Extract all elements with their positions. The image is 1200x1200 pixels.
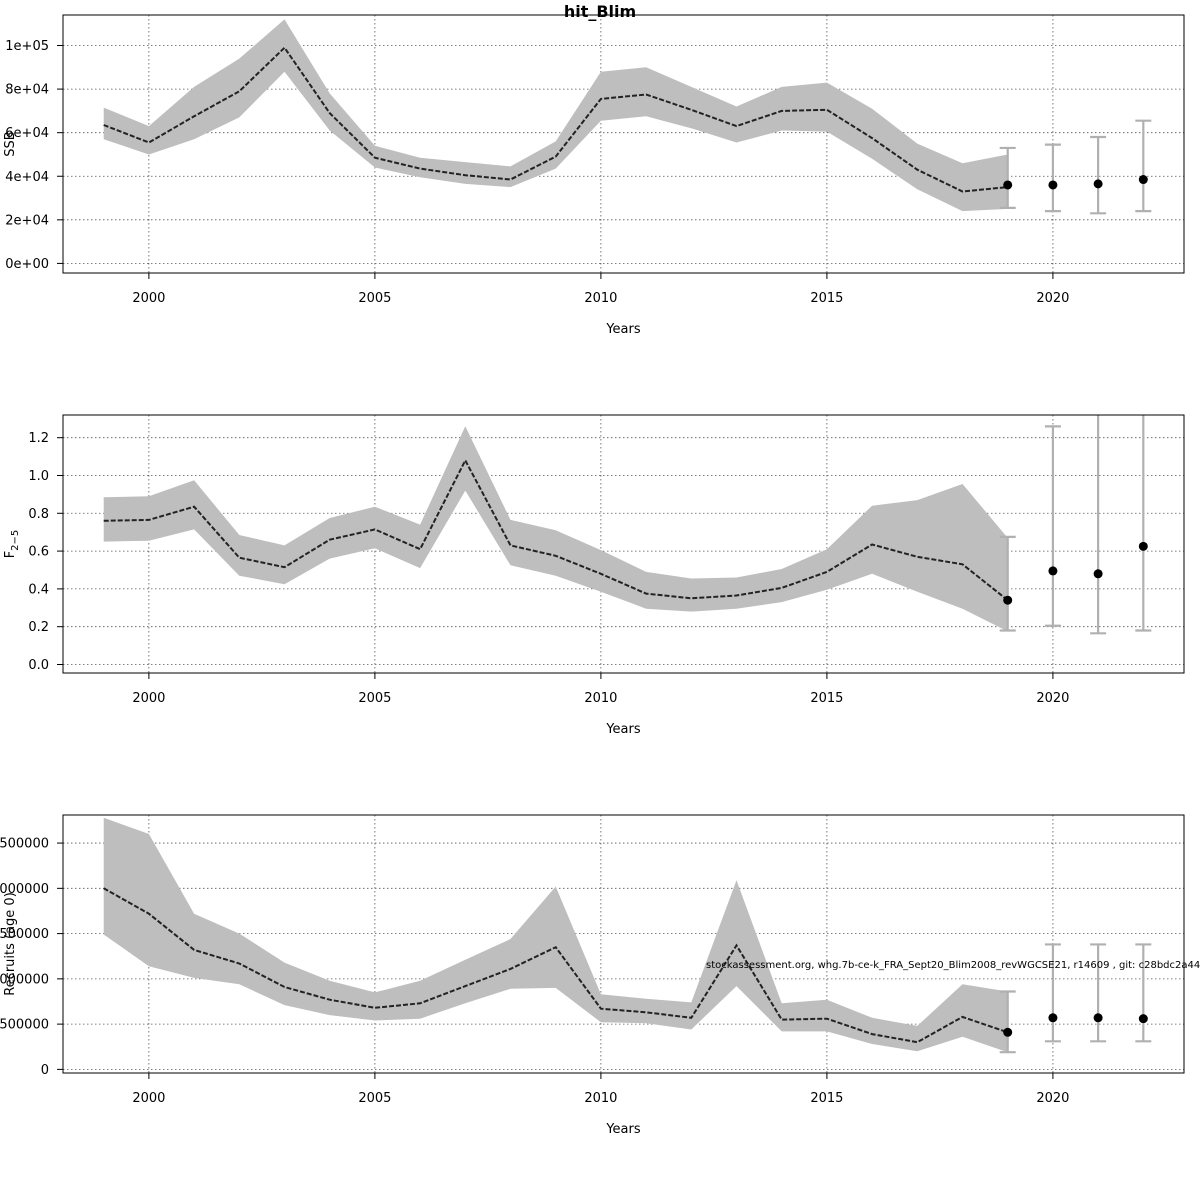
forecast-point (1003, 1027, 1013, 1037)
x-tick-label: 2000 (132, 691, 165, 706)
error-bar (1135, 119, 1152, 213)
x-axis-label: Years (605, 722, 641, 737)
confidence-band (103, 817, 1008, 1053)
x-tick-label: 2020 (1036, 1091, 1069, 1106)
y-tick-label: 0.8 (28, 507, 49, 522)
y-axis-label-main: SSB (3, 131, 18, 156)
forecast-point (1138, 175, 1148, 185)
x-tick-label: 2010 (584, 691, 617, 706)
plot-frame (62, 814, 1185, 1074)
y-axis-label: SSB (3, 131, 18, 156)
error-bar (999, 535, 1016, 632)
plot-frame (62, 414, 1185, 674)
forecast-point (1003, 180, 1013, 190)
x-tick-label: 2005 (358, 1091, 391, 1106)
y-tick-label: 6e+04 (5, 126, 49, 141)
y-tick-label: 1.2 (28, 431, 49, 446)
x-tick-label: 2010 (584, 1091, 617, 1106)
chart-title: hit_Blim (564, 2, 636, 21)
confidence-band (103, 426, 1008, 632)
x-tick-label: 2015 (810, 1091, 843, 1106)
y-axis-label: F2−5 (3, 530, 21, 559)
panel-3: 2000 2005 2010 2015 2020 0 500000 1000000 150000… (0, 814, 1185, 1137)
y-tick-label: 2500000 (0, 837, 49, 852)
y-tick-label: 500000 (0, 1018, 49, 1033)
forecast-point (1048, 1013, 1058, 1023)
x-axis-label: Years (605, 1122, 641, 1137)
y-tick-label: 2000000 (0, 882, 49, 897)
y-tick-label: 1000000 (0, 972, 49, 987)
panel-2: 2000 2005 2010 2015 2020 0.0 0.2 0.4 0.6 0.8 1.0 1.… (3, 414, 1185, 737)
y-tick-label: 1500000 (0, 927, 49, 942)
error-bar (1044, 943, 1061, 1043)
y-tick-label: 0.0 (28, 658, 49, 673)
x-tick-label: 2020 (1036, 291, 1069, 306)
x-tick-label: 2005 (358, 291, 391, 306)
error-bar (1135, 943, 1152, 1043)
plot-area (103, 415, 1152, 635)
forecast-point (1093, 1013, 1103, 1023)
error-bar (999, 990, 1016, 1054)
y-axis-label-subscript: 2−5 (10, 530, 21, 551)
forecast-point (1138, 541, 1148, 551)
x-tick-label: 2010 (584, 291, 617, 306)
plot-area (103, 817, 1152, 1054)
y-axis-label: Recruits (age 0) (3, 892, 18, 996)
x-tick-label: 2000 (132, 291, 165, 306)
error-bar (1044, 143, 1061, 213)
estimate-line (103, 458, 1009, 601)
x-axis-label: Years (605, 322, 641, 337)
error-bar (1044, 425, 1061, 627)
panels: 2000 2005 2010 2015 2020 0e+00 2e+04 4e+04 6e+04… (0, 14, 1185, 1137)
forecast-point (1048, 180, 1058, 190)
plot-area (103, 19, 1152, 215)
y-axis-label-main: Recruits (age 0) (3, 892, 18, 996)
error-bar (999, 146, 1016, 209)
y-tick-label: 2e+04 (5, 213, 49, 228)
error-bar (1090, 943, 1107, 1043)
forecast-point (1003, 595, 1013, 605)
y-tick-label: 0.6 (28, 545, 49, 560)
panel-1: 2000 2005 2010 2015 2020 0e+00 2e+04 4e+04 6e+04… (3, 14, 1185, 337)
footnote: stockassessment.org, whg.7b-ce-k_FRA_Sep… (706, 960, 1200, 971)
x-tick-label: 2000 (132, 1091, 165, 1106)
y-tick-label: 8e+04 (5, 83, 49, 98)
forecast-point (1048, 566, 1058, 576)
confidence-band (103, 19, 1008, 212)
forecast-point (1093, 179, 1103, 189)
error-bar (1090, 135, 1107, 215)
y-tick-label: 4e+04 (5, 170, 49, 185)
error-bar (1135, 415, 1152, 632)
x-tick-label: 2015 (810, 291, 843, 306)
y-tick-label: 1e+05 (5, 39, 49, 54)
y-tick-label: 0 (41, 1063, 49, 1078)
x-tick-label: 2005 (358, 691, 391, 706)
estimate-line (103, 46, 1008, 193)
y-tick-label: 1.0 (28, 469, 49, 484)
x-tick-label: 2020 (1036, 691, 1069, 706)
forecast-point (1138, 1014, 1148, 1024)
plot-frame (62, 14, 1185, 274)
error-bar (1090, 415, 1107, 635)
y-tick-label: 0.2 (28, 620, 49, 635)
estimate-line (103, 887, 1009, 1044)
grid (63, 15, 1184, 273)
forecast-point (1093, 569, 1103, 579)
y-tick-label: 0e+00 (5, 257, 49, 272)
y-tick-label: 0.4 (28, 582, 49, 597)
x-tick-label: 2015 (810, 691, 843, 706)
y-axis-label-main: F (3, 551, 18, 558)
